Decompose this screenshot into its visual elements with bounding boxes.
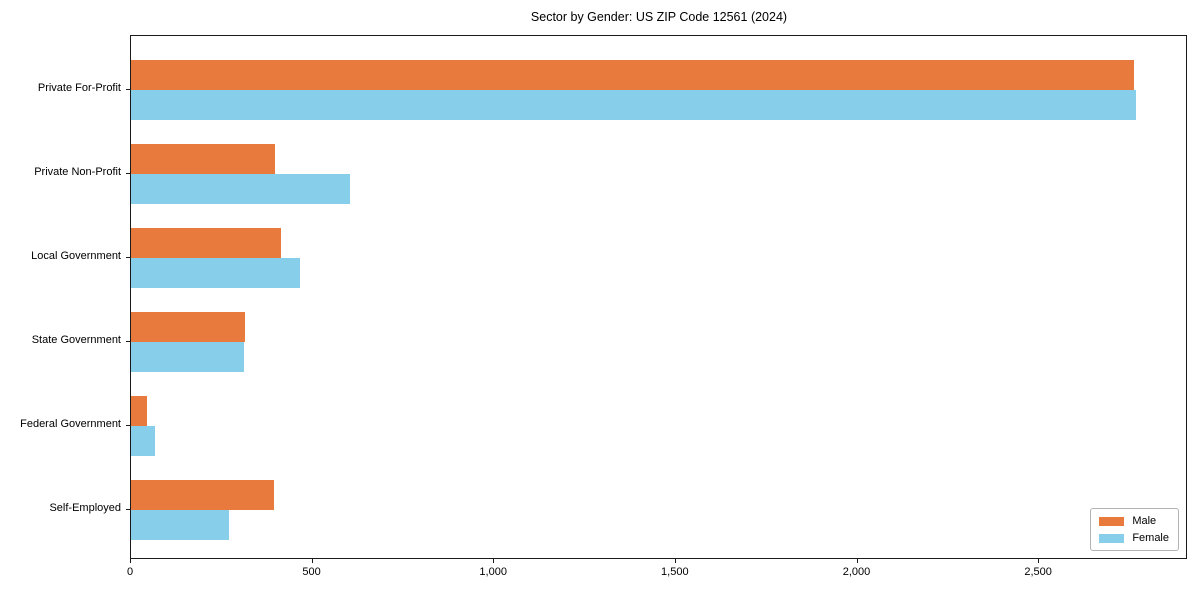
y-axis-tick [126, 88, 130, 90]
y-axis-tick [126, 340, 130, 342]
x-axis-tick [311, 559, 313, 563]
x-axis-tick [493, 559, 495, 563]
legend-entry-female: Female [1099, 532, 1169, 544]
x-axis-tick [130, 559, 131, 563]
y-axis-tick [126, 508, 130, 510]
legend-swatch-male [1099, 516, 1125, 526]
x-tick-label: 0 [126, 566, 134, 578]
bar-female-federal-government [131, 425, 156, 456]
category-label: Self-Employed [49, 501, 121, 514]
category-label: Local Government [31, 249, 121, 262]
bar-female-state-government [131, 341, 245, 372]
bar-male-self-employed [131, 479, 274, 510]
y-axis-tick [126, 424, 130, 426]
x-tick-label: 2,000 [842, 566, 871, 578]
x-axis-tick [674, 559, 676, 563]
x-tick-label: 500 [302, 566, 321, 578]
bar-female-local-government [131, 257, 300, 288]
bar-female-self-employed [131, 509, 230, 540]
bar-male-state-government [131, 311, 246, 342]
x-tick-label: 1,500 [661, 566, 689, 578]
category-label: Federal Government [20, 417, 121, 430]
bar-male-private-non-profit [131, 143, 276, 174]
bar-female-private-for-profit [131, 89, 1137, 120]
x-tick-label: 1,000 [479, 566, 507, 578]
legend-label: Female [1132, 532, 1169, 544]
bar-male-local-government [131, 227, 281, 258]
y-axis-tick [126, 172, 130, 174]
y-axis-tick [126, 256, 130, 258]
legend-entry-male: Male [1099, 515, 1169, 527]
x-axis-tick [856, 559, 858, 563]
legend: Male Female [1090, 508, 1179, 551]
legend-swatch-female [1099, 533, 1125, 543]
bar-female-private-non-profit [131, 173, 350, 204]
category-label: Private For-Profit [37, 81, 121, 94]
legend-label: Male [1132, 515, 1157, 527]
chart-title: Sector by Gender: US ZIP Code 12561 (202… [530, 10, 788, 24]
x-tick-label: 2,500 [1024, 566, 1052, 578]
category-label: State Government [31, 333, 121, 346]
bar-male-federal-government [131, 395, 147, 426]
x-axis-tick [1038, 559, 1040, 563]
plot-area: Male Female [130, 35, 1187, 559]
bar-male-private-for-profit [131, 59, 1135, 90]
category-label: Private Non-Profit [34, 165, 121, 178]
